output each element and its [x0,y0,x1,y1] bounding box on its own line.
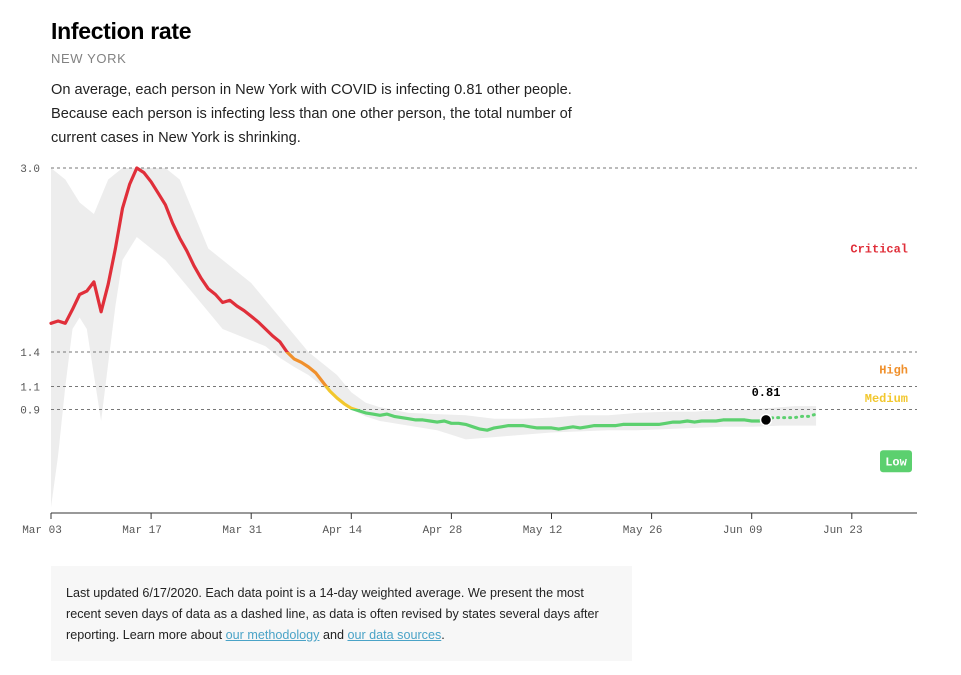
zone-label-critical: Critical [850,243,908,257]
zone-label-low: Low [885,455,907,469]
footnote-box: Last updated 6/17/2020. Each data point … [51,566,632,661]
latest-value-label: 0.81 [752,386,781,400]
data-sources-link[interactable]: our data sources [347,628,442,642]
latest-point [759,413,773,427]
confidence-band [51,168,817,508]
x-tick-label: May 12 [523,525,563,537]
x-tick-label: Apr 14 [322,525,362,537]
y-tick-label: 1.4 [20,348,40,360]
rt-line-dashed [764,412,818,422]
rt-line-low [349,409,768,432]
footnote-and: and [319,628,348,642]
zone-badge-low [880,450,912,473]
methodology-link[interactable]: our methodology [225,628,320,642]
footnote-text: Last updated 6/17/2020. Each data point … [66,586,599,642]
zone-label-high: High [879,363,908,377]
x-tick-label: Jun 23 [823,525,863,537]
y-tick-label: 3.0 [20,164,40,176]
x-tick-label: Mar 31 [222,525,262,537]
x-tick-label: Mar 03 [22,525,62,537]
x-tick-label: May 26 [623,525,663,537]
x-tick-label: Jun 09 [723,525,763,537]
y-tick-label: 0.9 [20,406,40,418]
x-tick-label: Apr 28 [423,525,463,537]
chart-subtitle: NEW YORK [51,51,127,66]
infection-rate-chart: 3.0 1.4 1.1 0.9 Mar 03 Mar 17 Mar 31 Apr 14 Apr … [20,164,917,537]
y-tick-label: 1.1 [20,383,40,395]
x-tick-label: Mar 17 [122,525,162,537]
chart-title: Infection rate [51,18,192,44]
chart-summary: On average, each person in New York with… [51,82,572,146]
footnote-end: . [441,628,445,642]
zone-label-medium: Medium [865,392,908,406]
rt-line-critical [49,166,290,352]
